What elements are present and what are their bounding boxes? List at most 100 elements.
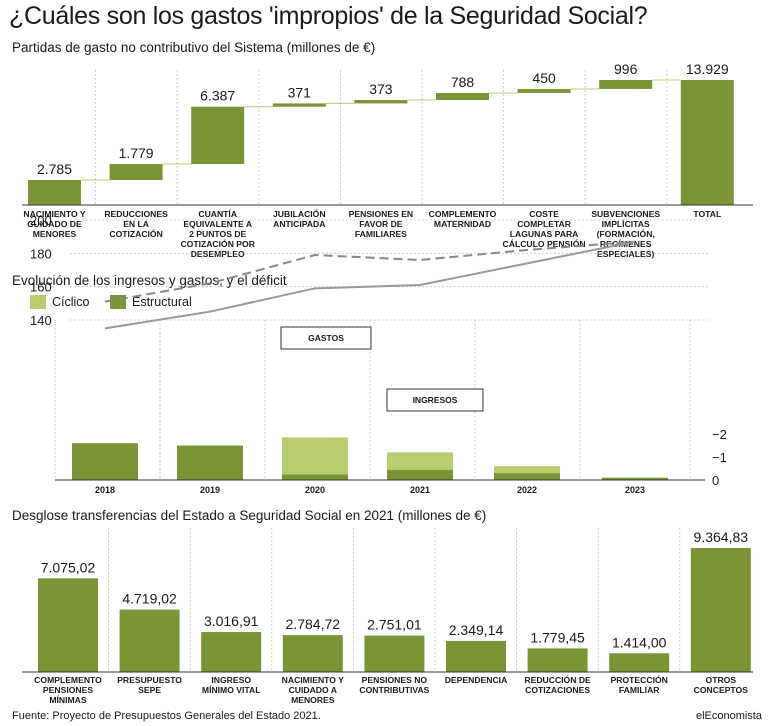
deficit-bar-estructural [387, 469, 453, 480]
waterfall-category-label: MENORES [33, 229, 77, 239]
waterfall-bar [599, 80, 653, 89]
transfer-bar [38, 578, 98, 672]
transfer-category-label: PRESUPUESTO [117, 675, 182, 685]
ingresos-label-box [386, 388, 484, 412]
deficit-y-tick: −2 [712, 427, 727, 442]
legend-label-ciclico: Cíclico [52, 295, 90, 309]
transfer-bar [609, 653, 670, 672]
year-label: 2023 [625, 485, 645, 495]
year-label: 2021 [410, 485, 430, 495]
legend-swatch-estructural [110, 295, 126, 309]
waterfall-value-label: 1.779 [119, 145, 154, 161]
waterfall-chart-title: Partidas de gasto no contributivo del Si… [12, 40, 376, 55]
waterfall-value-label: 371 [288, 84, 312, 100]
waterfall-bar [517, 88, 571, 93]
deficit-bar-ciclico [282, 437, 348, 475]
line-chart-title: Evolución de los ingresos y gastos, y el… [12, 273, 287, 288]
transfer-value-label: 4.719,02 [122, 591, 177, 607]
waterfall-category-label: DESEMPLEO [191, 249, 245, 259]
transfer-category-label: REDUCCIÓN DE [524, 674, 591, 685]
waterfall-category-label: REDUCCIONES [104, 209, 168, 219]
waterfall-category-label: FAMILIARES [355, 229, 407, 239]
footer-brand: elEconomista [695, 710, 762, 722]
waterfall-bar [680, 80, 734, 205]
waterfall-value-label: 373 [369, 81, 393, 97]
legend-label-estructural: Estructural [132, 295, 192, 309]
waterfall-value-label: 788 [451, 74, 475, 90]
waterfall-bar [436, 92, 489, 101]
transfer-value-label: 2.751,01 [367, 617, 422, 633]
transfer-category-label: CONTRIBUTIVAS [359, 685, 429, 695]
transfer-value-label: 9.364,83 [694, 529, 749, 545]
waterfall-category-label: EQUIVALENTE A [183, 219, 252, 229]
waterfall-category-label: COSTE [529, 209, 559, 219]
waterfall-bar [272, 103, 326, 107]
waterfall-category-label: CUIDADO DE [27, 219, 82, 229]
transfer-value-label: 1.779,45 [530, 629, 585, 645]
waterfall-category-label: PENSIONES EN [349, 209, 413, 219]
transfer-value-label: 3.016,91 [204, 613, 259, 629]
transfer-value-label: 1.414,00 [612, 634, 667, 650]
transfer-value-label: 2.349,14 [449, 622, 504, 638]
waterfall-category-label: CUANTÍA [198, 209, 237, 219]
waterfall-category-label: FAVOR DE [359, 219, 403, 229]
waterfall-category-label: ANTICIPADA [273, 219, 325, 229]
year-label: 2020 [305, 485, 325, 495]
ingresos-line [104, 240, 636, 330]
deficit-bar-estructural [282, 474, 348, 480]
transfers-chart-title: Desglose transferencias del Estado a Seg… [12, 508, 487, 523]
waterfall-category-label: TOTAL [693, 209, 721, 219]
waterfall-value-label: 6.387 [200, 88, 235, 104]
waterfall-category-label: COTIZACIÓN POR [180, 238, 255, 249]
transfer-bar [364, 635, 425, 672]
transfer-category-label: PROTECCIÓN [611, 674, 668, 685]
line-y-tick: 140 [30, 313, 52, 328]
transfer-category-label: MENORES [291, 695, 335, 705]
waterfall-category-label: EN LA [123, 219, 149, 229]
transfer-bar [690, 548, 751, 672]
waterfall-category-label: IMPLÍCITAS [602, 219, 650, 229]
waterfall-bar [109, 164, 163, 181]
waterfall-value-label: 13.929 [686, 61, 729, 77]
waterfall-category-label: 2 PUNTOS DE [189, 229, 246, 239]
transfer-value-label: 7.075,02 [41, 559, 96, 575]
waterfall-category-label: NACIMIENTO Y [23, 209, 86, 219]
transfer-bar [201, 632, 262, 672]
deficit-bar-estructural [602, 477, 668, 480]
waterfall-category-label: JUBILACIÓN [273, 208, 326, 219]
transfer-category-label: MÍNIMAS [49, 695, 87, 705]
waterfall-category-label: (FORMACIÓN, [597, 228, 655, 239]
deficit-bar-ciclico [494, 466, 560, 474]
deficit-bar-estructural [177, 445, 243, 480]
line-y-tick: 160 [30, 280, 52, 295]
waterfall-category-label: COMPLEMENTO [429, 209, 497, 219]
waterfall-category-label: COMPLETAR [517, 219, 572, 229]
waterfall-value-label: 450 [532, 70, 556, 86]
waterfall-category-label: ESPECIALES) [597, 249, 654, 259]
transfer-bar [282, 635, 343, 672]
year-label: 2022 [517, 485, 537, 495]
transfer-value-label: 2.784,72 [286, 616, 341, 632]
page-title: ¿Cuáles son los gastos 'impropios' de la… [9, 2, 648, 30]
transfer-category-label: SEPE [138, 685, 161, 695]
footer-source: Fuente: Proyecto de Presupuestos General… [12, 710, 321, 722]
gastos-line [104, 240, 636, 303]
line-y-tick: 200 [30, 213, 52, 228]
ingresos-label: INGRESOS [413, 395, 458, 405]
transfer-category-label: INGRESO [211, 675, 251, 685]
transfer-category-label: OTROS [706, 675, 737, 685]
transfer-category-label: NACIMIENTO Y [282, 675, 345, 685]
transfer-category-label: CUIDADO A [289, 685, 337, 695]
waterfall-category-label: CÁLCULO PENSIÓN [503, 238, 586, 249]
transfer-category-label: COTIZACIONES [525, 685, 590, 695]
waterfall-category-label: COTIZACIÓN [109, 228, 162, 239]
year-label: 2018 [95, 485, 115, 495]
transfer-category-label: PENSIONES NO [362, 675, 428, 685]
waterfall-bar [354, 100, 408, 104]
transfer-category-label: FAMILIAR [619, 685, 660, 695]
transfer-category-label: COMPLEMENTO [34, 675, 102, 685]
transfer-category-label: CONCEPTOS [694, 685, 749, 695]
